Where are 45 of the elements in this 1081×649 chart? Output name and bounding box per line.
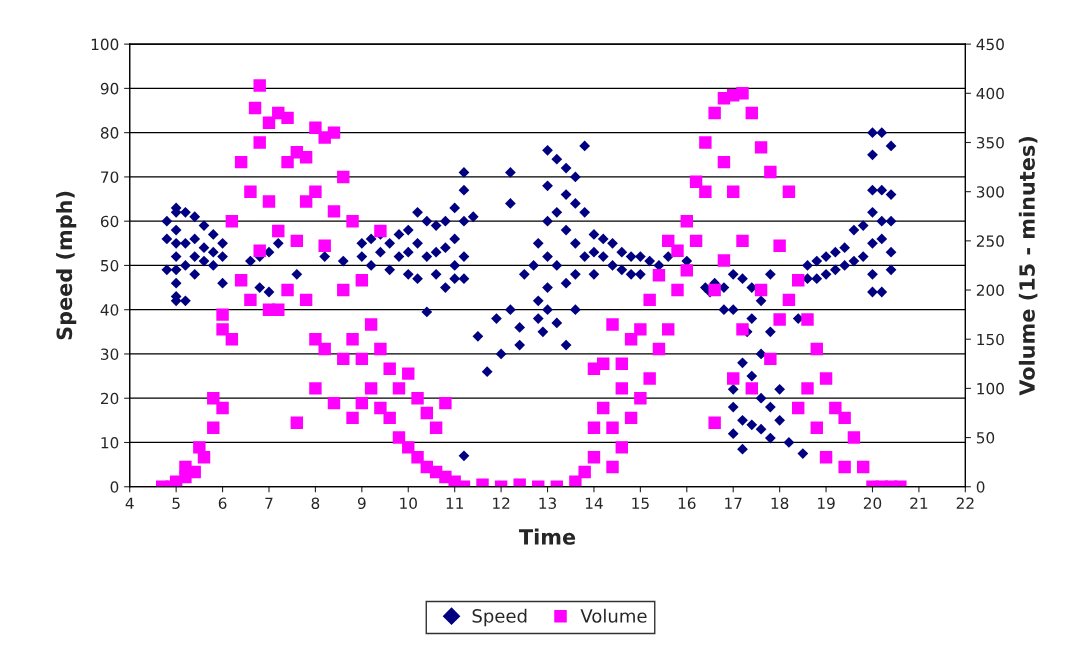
y-tick-label: 40 — [100, 304, 119, 316]
y-axis-title: Speed (mph) — [56, 191, 77, 340]
x-tick-label: 10 — [400, 497, 417, 509]
x-tick-label: 12 — [493, 497, 510, 509]
y-tick-label: 70 — [101, 171, 119, 183]
y-tick-label: 50 — [101, 259, 119, 272]
y-tick-label: 30 — [101, 348, 119, 360]
y2-tick-label: 100 — [977, 382, 1004, 395]
y-tick-label: 20 — [100, 392, 119, 405]
y2-tick-label: 350 — [976, 136, 1004, 149]
x-tick-label: 21 — [910, 497, 928, 509]
x-tick-label: 8 — [311, 497, 320, 509]
x-tick-label: 13 — [539, 497, 557, 509]
y2-tick-label: 50 — [976, 432, 995, 444]
y2-tick-label: 450 — [976, 38, 1004, 51]
x-tick-label: 14 — [585, 497, 603, 509]
x-tick-label: 6 — [218, 497, 227, 509]
y-tick-label: 100 — [91, 38, 119, 51]
x-tick-label: 7 — [265, 497, 273, 509]
x-tick-label: 15 — [632, 497, 649, 509]
y-tick-label: 10 — [101, 436, 119, 449]
x-tick-label: 9 — [357, 497, 366, 509]
x-tick-label: 18 — [771, 497, 789, 509]
y-tick-label: 90 — [100, 82, 119, 95]
y2-tick-label: 250 — [976, 235, 1004, 247]
y-tick-label: 80 — [100, 127, 119, 139]
x-tick-label: 4 — [125, 497, 134, 509]
y2-tick-label: 400 — [976, 87, 1004, 100]
y-tick-label: 0 — [110, 481, 119, 493]
x-tick-label: 20 — [863, 497, 882, 509]
x-tick-label: 17 — [725, 497, 742, 509]
x-axis-title: Time — [519, 528, 576, 545]
y2-tick-label: 150 — [977, 333, 1004, 346]
y2-tick-label: 300 — [976, 186, 1004, 198]
y2-tick-label: 0 — [976, 481, 985, 493]
legend-label: Volume — [580, 608, 647, 623]
x-tick-label: 19 — [818, 497, 835, 509]
legend-label: Speed — [472, 608, 527, 627]
x-tick-label: 16 — [678, 497, 696, 509]
y-tick-label: 60 — [100, 215, 119, 228]
x-tick-label: 5 — [172, 497, 180, 509]
y2-tick-label: 200 — [976, 284, 1004, 297]
y2-axis-title: Volume (15 - minutes) — [1018, 136, 1038, 396]
x-tick-label: 22 — [956, 497, 974, 509]
x-tick-label: 11 — [446, 497, 463, 509]
